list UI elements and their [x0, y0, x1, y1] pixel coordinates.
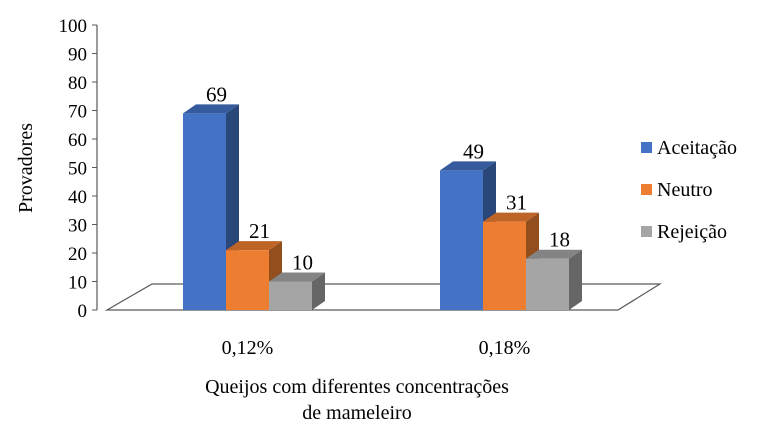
legend-swatch [641, 184, 652, 195]
legend-label: Neutro [657, 179, 713, 201]
data-label: 31 [506, 191, 527, 215]
category-label: 0,12% [222, 337, 274, 359]
data-label: 69 [206, 82, 227, 106]
data-labels: 69 21 10 49 31 18 [206, 82, 570, 274]
y-axis-title: Provadores [15, 123, 37, 213]
y-axis [92, 24, 98, 311]
legend-item: Aceitação [641, 137, 737, 159]
legend-swatch [641, 226, 652, 237]
y-tick-label: 100 [59, 16, 88, 37]
y-tick-label: 70 [68, 102, 87, 123]
data-label: 49 [463, 139, 484, 163]
bar-top [483, 212, 539, 222]
y-tick-label: 0 [78, 301, 88, 322]
legend-item: Rejeição [641, 221, 727, 243]
legend-swatch [641, 142, 652, 153]
data-label: 18 [549, 228, 570, 252]
bar [226, 241, 282, 310]
legend: Aceitação Neutro Rejeição [641, 137, 737, 243]
bar-top [226, 241, 282, 251]
category-label: 0,18% [479, 337, 531, 359]
y-tick-label: 50 [68, 159, 87, 180]
bar-front [526, 258, 569, 310]
y-tick-label: 90 [68, 45, 87, 66]
bars [183, 104, 582, 310]
bar-front [269, 281, 312, 310]
category-labels: 0,12% 0,18% [222, 337, 531, 359]
legend-item: Neutro [641, 179, 713, 201]
x-axis-title-line-2: de mameleiro [302, 402, 411, 424]
y-tick-label: 40 [68, 187, 87, 208]
bar [269, 272, 325, 310]
bar-top [440, 161, 496, 171]
y-tick-label: 80 [68, 73, 87, 94]
bar-top [526, 249, 582, 259]
data-label: 10 [292, 251, 313, 275]
bar-front [226, 250, 269, 310]
x-axis-title-line-1: Queijos com diferentes concentrações [205, 376, 509, 398]
bar-front [183, 113, 226, 310]
bar-side [569, 249, 582, 310]
y-tick-label: 10 [68, 273, 87, 294]
legend-label: Rejeição [657, 221, 727, 243]
y-tick-label: 20 [68, 244, 87, 265]
bar-front [483, 221, 526, 310]
bar-top [269, 272, 325, 282]
bar-front [440, 170, 483, 310]
data-label: 21 [249, 219, 270, 243]
y-tick-labels: 0 10 20 30 40 50 60 70 80 90 100 [59, 16, 88, 322]
bar-side [312, 272, 325, 310]
bar [526, 249, 582, 310]
legend-label: Aceitação [657, 137, 737, 159]
y-tick-label: 60 [68, 130, 87, 151]
bar-top [183, 104, 239, 114]
y-tick-label: 30 [68, 216, 87, 237]
